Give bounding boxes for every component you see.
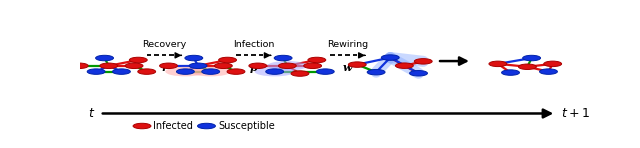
Ellipse shape — [523, 55, 541, 61]
Ellipse shape — [177, 69, 195, 74]
Ellipse shape — [268, 61, 307, 71]
Ellipse shape — [255, 67, 295, 76]
Ellipse shape — [191, 67, 231, 76]
Ellipse shape — [100, 63, 118, 69]
Ellipse shape — [129, 57, 147, 63]
Ellipse shape — [518, 64, 536, 70]
Ellipse shape — [396, 63, 413, 68]
Ellipse shape — [489, 61, 507, 67]
Ellipse shape — [381, 55, 399, 60]
Ellipse shape — [185, 55, 203, 61]
Ellipse shape — [227, 69, 245, 74]
Text: Infected: Infected — [154, 121, 193, 131]
Ellipse shape — [544, 61, 562, 67]
Ellipse shape — [540, 69, 557, 74]
Ellipse shape — [367, 69, 385, 75]
Ellipse shape — [278, 63, 296, 69]
Ellipse shape — [125, 63, 143, 69]
Ellipse shape — [348, 62, 366, 67]
Ellipse shape — [502, 70, 520, 75]
Text: p: p — [250, 62, 257, 73]
Ellipse shape — [87, 69, 105, 74]
Ellipse shape — [95, 55, 113, 61]
Ellipse shape — [165, 67, 205, 76]
Ellipse shape — [266, 69, 284, 74]
Text: w: w — [343, 62, 353, 73]
Text: $t$: $t$ — [88, 107, 95, 120]
Ellipse shape — [249, 63, 267, 69]
Ellipse shape — [291, 71, 309, 76]
Ellipse shape — [410, 71, 428, 76]
Text: Infection: Infection — [233, 40, 275, 49]
Text: $t+1$: $t+1$ — [561, 107, 590, 120]
Ellipse shape — [316, 69, 334, 74]
Text: r: r — [161, 62, 167, 73]
Ellipse shape — [214, 63, 232, 69]
Ellipse shape — [113, 69, 131, 74]
Ellipse shape — [414, 59, 432, 64]
Ellipse shape — [138, 69, 156, 74]
Ellipse shape — [189, 63, 207, 69]
Text: Rewiring: Rewiring — [327, 40, 369, 49]
Ellipse shape — [70, 63, 88, 69]
Ellipse shape — [308, 57, 326, 63]
Ellipse shape — [198, 123, 216, 129]
Text: Recovery: Recovery — [142, 40, 186, 49]
Ellipse shape — [202, 69, 220, 74]
Ellipse shape — [219, 57, 237, 63]
Ellipse shape — [159, 63, 177, 69]
Ellipse shape — [274, 55, 292, 61]
Ellipse shape — [304, 63, 321, 69]
Ellipse shape — [133, 123, 151, 129]
Text: Susceptible: Susceptible — [218, 121, 275, 131]
